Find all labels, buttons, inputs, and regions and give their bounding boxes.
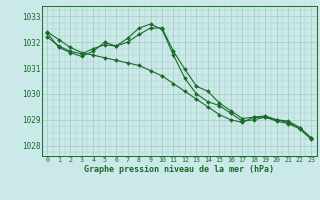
- X-axis label: Graphe pression niveau de la mer (hPa): Graphe pression niveau de la mer (hPa): [84, 165, 274, 174]
